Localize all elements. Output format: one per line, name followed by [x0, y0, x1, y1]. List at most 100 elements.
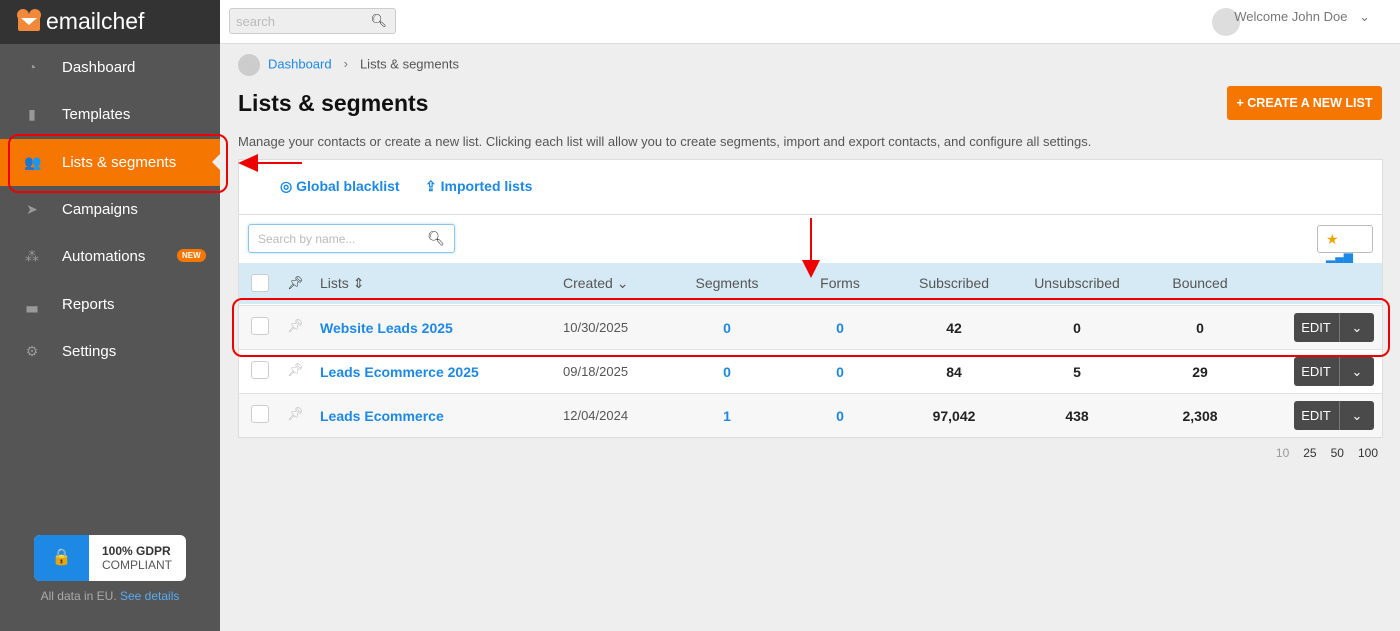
pin-icon[interactable]: 📌︎: [287, 362, 304, 377]
global-blacklist-link[interactable]: ◎ Global blacklist: [280, 178, 400, 195]
header-created-label: Created: [563, 275, 613, 291]
page-size-50[interactable]: 50: [1330, 446, 1344, 460]
sidebar-item-campaigns[interactable]: ➤ Campaigns: [0, 186, 220, 233]
see-details-link[interactable]: See details: [120, 589, 180, 603]
brand-name: emailchef: [46, 8, 145, 34]
gdpr-badge: 🔒 100% GDPR COMPLIANT: [34, 535, 186, 581]
table-row[interactable]: 📌︎ Website Leads 2025 10/30/2025 0 0 42 …: [239, 305, 1382, 349]
header-segments: Segments: [695, 275, 759, 291]
sidebar-item-reports[interactable]: ▃ Reports: [0, 281, 220, 328]
new-badge: NEW: [177, 249, 206, 262]
star-icon: ★: [1326, 231, 1339, 247]
sitemap-icon: ⁂: [25, 248, 39, 264]
pin-icon: 📌︎: [287, 275, 304, 290]
forms-count-link[interactable]: 0: [836, 320, 844, 336]
segments-count-link[interactable]: 0: [723, 364, 731, 380]
gdpr-subtitle: COMPLIANT: [102, 558, 173, 572]
search-placeholder: search: [236, 14, 276, 29]
divider: [238, 214, 1383, 215]
table-row[interactable]: 📌︎ Leads Ecommerce 12/04/2024 1 0 97,042…: [239, 393, 1382, 437]
sidebar-item-label: Templates: [62, 106, 131, 123]
header-lists[interactable]: Lists ⇕: [320, 275, 364, 292]
logo[interactable]: emailchef: [0, 0, 220, 44]
chevron-right-icon: ›: [343, 56, 348, 72]
search-placeholder: Search by name...: [258, 232, 356, 246]
chef-hat-logo-icon: [17, 9, 41, 31]
chevron-down-icon[interactable]: ⌄: [1339, 401, 1374, 430]
edit-button[interactable]: EDIT: [1301, 364, 1331, 379]
favorites-stats-toggle[interactable]: ★ ▂▄▆: [1317, 225, 1373, 264]
sidebar-item-label: Settings: [62, 343, 117, 360]
pin-icon[interactable]: 📌︎: [287, 318, 304, 333]
chevron-down-icon[interactable]: ⌄: [1339, 357, 1374, 386]
gauge-icon: [238, 54, 260, 76]
avatar[interactable]: [1212, 8, 1240, 36]
edit-button-group: EDIT ⌄: [1294, 313, 1374, 342]
welcome-text: Welcome John Doe: [1234, 9, 1348, 24]
target-icon: ◎: [280, 178, 293, 194]
row-checkbox[interactable]: [251, 405, 269, 423]
created-date: 09/18/2025: [563, 364, 629, 379]
select-all-checkbox[interactable]: [251, 274, 269, 292]
bounced-count: 2,308: [1182, 408, 1218, 424]
header-created[interactable]: Created ⌄: [563, 275, 628, 292]
gdpr-note-text: All data in EU.: [40, 589, 117, 603]
pin-icon[interactable]: 📌︎: [287, 406, 304, 421]
page-description: Manage your contacts or create a new lis…: [238, 134, 1092, 149]
edit-button[interactable]: EDIT: [1301, 320, 1331, 335]
imported-lists-link[interactable]: ⇪ Imported lists: [425, 178, 532, 195]
page-size-10[interactable]: 10: [1275, 446, 1290, 460]
sidebar-item-lists-segments[interactable]: 👥 Lists & segments: [0, 139, 220, 186]
global-search-input[interactable]: search 🔍︎: [229, 8, 396, 34]
list-search-input[interactable]: Search by name... 🔍︎: [248, 224, 455, 253]
sidebar-item-label: Dashboard: [62, 59, 136, 76]
unsubscribed-count: 5: [1073, 364, 1081, 380]
user-menu[interactable]: Welcome John Doe ⌄: [1234, 9, 1370, 25]
annotation-arrow-left-icon: [238, 154, 302, 172]
unsubscribed-count: 0: [1073, 320, 1081, 336]
chart-area-icon: ▃: [26, 296, 38, 312]
sidebar-item-label: Lists & segments: [62, 154, 177, 171]
sidebar: emailchef ◔ Dashboard ▮ Templates 👥 Lists &…: [0, 0, 220, 631]
list-name-link[interactable]: Leads Ecommerce: [320, 408, 444, 424]
sort-icon: ⇕: [352, 275, 365, 291]
edit-button-group: EDIT ⌄: [1294, 357, 1374, 386]
breadcrumb-dashboard[interactable]: Dashboard: [268, 56, 332, 72]
search-icon[interactable]: 🔍︎: [370, 13, 387, 28]
search-icon[interactable]: 🔍︎: [427, 230, 445, 246]
users-icon: 👥: [24, 154, 42, 170]
bounced-count: 29: [1192, 364, 1208, 380]
chevron-down-icon: ⌄: [616, 275, 629, 291]
header-lists-label: Lists: [320, 275, 349, 291]
header-unsubscribed: Unsubscribed: [1034, 275, 1120, 291]
gears-icon: ⚙: [25, 343, 39, 359]
sidebar-item-dashboard[interactable]: ◔ Dashboard: [0, 44, 220, 91]
breadcrumb: Dashboard › Lists & segments: [238, 54, 459, 76]
forms-count-link[interactable]: 0: [836, 364, 844, 380]
page-size-100[interactable]: 100: [1357, 446, 1378, 460]
imported-lists-label: Imported lists: [440, 178, 533, 194]
sidebar-item-templates[interactable]: ▮ Templates: [0, 91, 220, 138]
list-name-link[interactable]: Leads Ecommerce 2025: [320, 364, 479, 380]
row-checkbox[interactable]: [251, 361, 269, 379]
bar-chart-icon: ▂▄▆: [1326, 250, 1353, 264]
edit-button[interactable]: EDIT: [1301, 408, 1331, 423]
row-checkbox[interactable]: [251, 317, 269, 335]
pagination: 10 25 50 100: [1262, 446, 1378, 460]
created-date: 12/04/2024: [563, 408, 629, 423]
sidebar-item-settings[interactable]: ⚙ Settings: [0, 328, 220, 375]
header-forms: Forms: [820, 275, 860, 291]
sidebar-item-automations[interactable]: ⁂ Automations NEW: [0, 233, 220, 280]
subscribed-count: 42: [946, 320, 962, 336]
chevron-down-icon[interactable]: ⌄: [1339, 313, 1374, 342]
page-title: Lists & segments: [238, 90, 429, 116]
list-name-link[interactable]: Website Leads 2025: [320, 320, 453, 336]
page-size-25[interactable]: 25: [1303, 446, 1317, 460]
chevron-down-icon: ⌄: [1359, 9, 1370, 24]
global-blacklist-label: Global blacklist: [296, 178, 400, 194]
forms-count-link[interactable]: 0: [836, 408, 844, 424]
segments-count-link[interactable]: 1: [723, 408, 731, 424]
create-list-button[interactable]: + CREATE A NEW LIST: [1227, 86, 1382, 120]
segments-count-link[interactable]: 0: [723, 320, 731, 336]
eu-lock-icon: 🔒: [34, 535, 89, 581]
